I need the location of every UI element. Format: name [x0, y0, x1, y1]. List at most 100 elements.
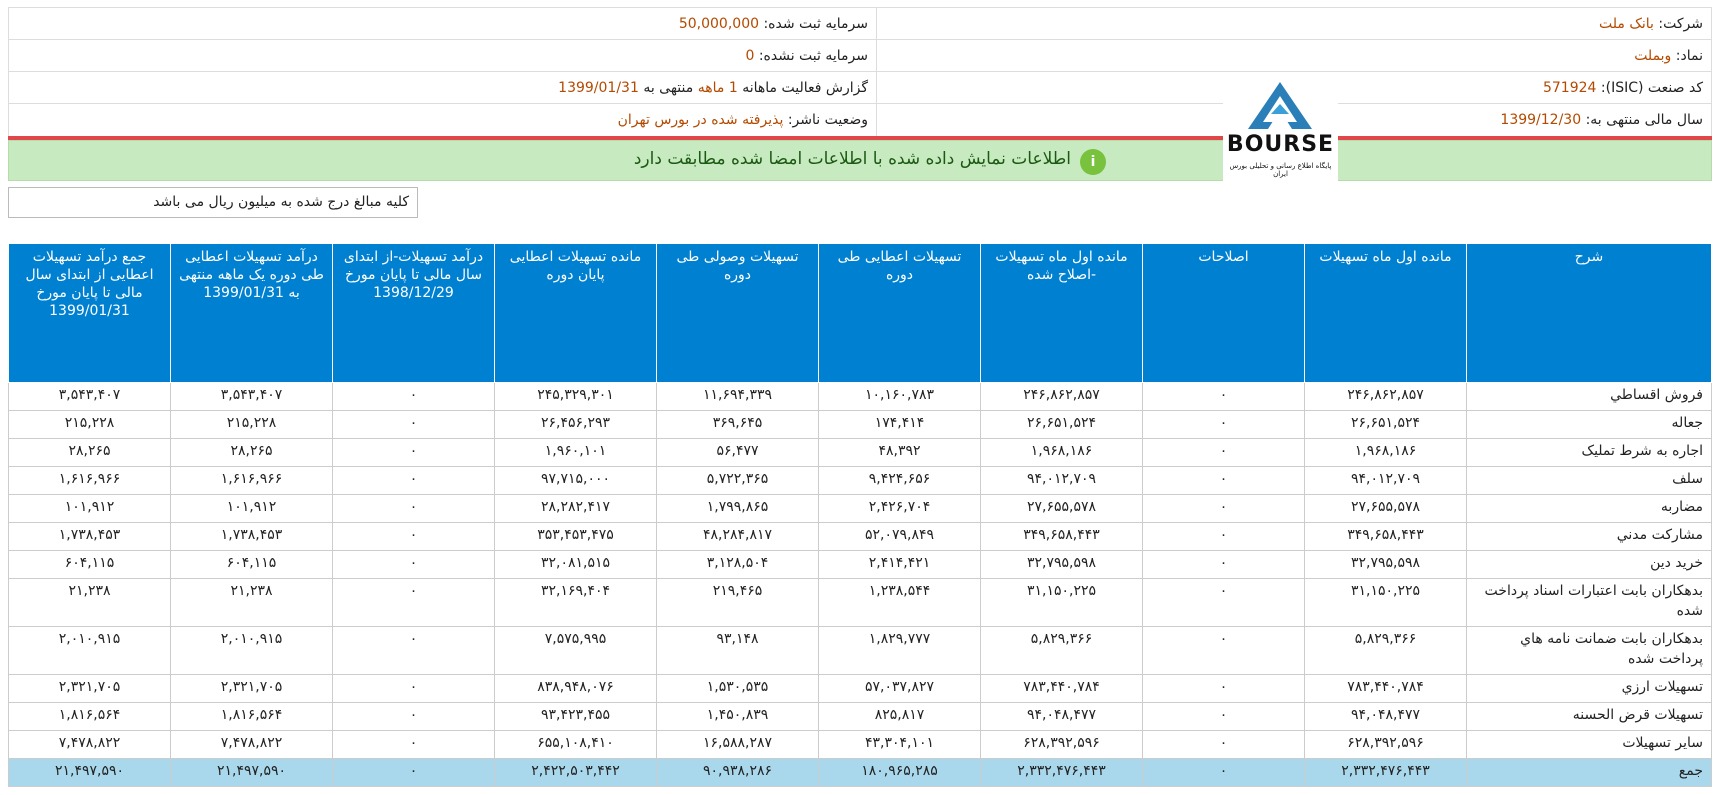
cell: ۶۲۸,۳۹۲,۵۹۶ — [1304, 730, 1467, 759]
cell: ۹۴,۰۴۸,۴۷۷ — [980, 702, 1143, 731]
logo-mark — [1248, 82, 1312, 129]
table-row: سلف ۹۴,۰۱۲,۷۰۹ ۰ ۹۴,۰۱۲,۷۰۹ ۹,۴۲۴,۶۵۶ ۵,۷۲۲,۳… — [8, 466, 1712, 495]
cell: ۹۴,۰۱۲,۷۰۹ — [1304, 466, 1467, 495]
cell: ۹۰,۹۳۸,۲۸۶ — [656, 758, 819, 787]
cell: ۵۷,۰۳۷,۸۲۷ — [818, 674, 981, 703]
cell: ۳۱,۱۵۰,۲۲۵ — [980, 578, 1143, 627]
logo: BOURSE پایگاه اطلاع رسانی و تحلیلی بورس … — [1223, 74, 1338, 181]
cell: ۶۰۴,۱۱۵ — [8, 550, 171, 579]
cell: ۱۶,۵۸۸,۲۸۷ — [656, 730, 819, 759]
cell: ۲,۰۱۰,۹۱۵ — [170, 626, 333, 675]
cell: ۲۶,۶۵۱,۵۲۴ — [1304, 410, 1467, 439]
cell: ۱۰۱,۹۱۲ — [170, 494, 333, 523]
cell: ۲۱۵,۲۲۸ — [170, 410, 333, 439]
label: گزارش فعالیت ماهانه — [742, 80, 868, 96]
cell: ۵۲,۰۷۹,۸۴۹ — [818, 522, 981, 551]
table-row: فروش اقساطي ۲۴۶,۸۶۲,۸۵۷ ۰ ۲۴۶,۸۶۲,۸۵۷ ۱۰,۱۶۰… — [8, 382, 1712, 411]
cell: ۰ — [1142, 758, 1305, 787]
cell: ۴۸,۲۸۴,۸۱۷ — [656, 522, 819, 551]
symbol-row: نماد: وبملت — [876, 40, 1711, 72]
cell: ۱,۹۶۸,۱۸۶ — [1304, 438, 1467, 467]
value: 0 — [745, 48, 755, 64]
cell: ۰ — [332, 410, 495, 439]
cell: ۳۱,۱۵۰,۲۲۵ — [1304, 578, 1467, 627]
cell: ۰ — [1142, 522, 1305, 551]
column-header: شرح — [1466, 243, 1712, 383]
value: بانک ملت — [1599, 16, 1654, 32]
cell: ۵,۸۲۹,۳۶۶ — [1304, 626, 1467, 675]
report-row: گزارش فعالیت ماهانه 1 ماهه منتهی به 1399… — [9, 72, 876, 104]
cell: ۱,۸۲۹,۷۷۷ — [818, 626, 981, 675]
cell: ۳۲,۰۸۱,۵۱۵ — [494, 550, 657, 579]
unreg-row: سرمایه ثبت نشده: 0 — [9, 40, 876, 72]
column-header: تسهیلات وصولی طی دوره — [656, 243, 819, 383]
row-label: فروش اقساطي — [1466, 382, 1712, 411]
cell: ۰ — [1142, 466, 1305, 495]
cell: ۲,۴۲۶,۷۰۴ — [818, 494, 981, 523]
info-bar: i اطلاعات نمایش داده شده با اطلاعات امضا … — [8, 140, 1712, 181]
cell: ۵,۷۲۲,۳۶۵ — [656, 466, 819, 495]
column-header: مانده تسهیلات اعطایی پایان دوره — [494, 243, 657, 383]
cell: ۲۸,۲۶۵ — [170, 438, 333, 467]
column-header: اصلاحات — [1142, 243, 1305, 383]
logo-title: BOURSE — [1226, 132, 1335, 157]
value: پذیرفته شده در بورس تهران — [617, 112, 784, 128]
row-label: بدهکاران بابت اعتبارات اسناد پرداخت شده — [1466, 578, 1712, 627]
cell: ۵,۸۲۹,۳۶۶ — [980, 626, 1143, 675]
table-row: مضاربه ۲۷,۶۵۵,۵۷۸ ۰ ۲۷,۶۵۵,۵۷۸ ۲,۴۲۶,۷۰۴ ۱,۷۹… — [8, 494, 1712, 523]
cell: ۲,۳۳۲,۴۷۶,۴۴۳ — [980, 758, 1143, 787]
cell: ۷۸۳,۴۴۰,۷۸۴ — [1304, 674, 1467, 703]
row-label: اجاره به شرط تمليک — [1466, 438, 1712, 467]
cell: ۰ — [1142, 494, 1305, 523]
cell: ۵۶,۴۷۷ — [656, 438, 819, 467]
row-label: تسهيلات ارزي — [1466, 674, 1712, 703]
cell: ۲۱,۴۹۷,۵۹۰ — [170, 758, 333, 787]
cell: ۹,۴۲۴,۶۵۶ — [818, 466, 981, 495]
cell: ۰ — [332, 730, 495, 759]
table-row: جعاله ۲۶,۶۵۱,۵۲۴ ۰ ۲۶,۶۵۱,۵۲۴ ۱۷۴,۴۱۴ ۳۶۹,۶۴۵… — [8, 410, 1712, 439]
label: شرکت: — [1658, 16, 1703, 32]
cell: ۱,۵۳۰,۵۳۵ — [656, 674, 819, 703]
cell: ۲۱۹,۴۶۵ — [656, 578, 819, 627]
fiscal-row: سال مالی منتهی به: 1399/12/30 — [876, 104, 1711, 136]
value: 571924 — [1542, 80, 1597, 96]
logo-subtitle: پایگاه اطلاع رسانی و تحلیلی بورس ایران — [1229, 162, 1332, 178]
cell: ۰ — [1142, 626, 1305, 675]
value: 50,000,000 — [678, 16, 760, 32]
cell: ۲۱,۲۳۸ — [170, 578, 333, 627]
cell: ۱,۷۹۹,۸۶۵ — [656, 494, 819, 523]
cell: ۲,۳۲۱,۷۰۵ — [170, 674, 333, 703]
label: سال مالی منتهی به: — [1585, 112, 1703, 128]
cell: ۷,۵۷۵,۹۹۵ — [494, 626, 657, 675]
cell: ۹۳,۱۴۸ — [656, 626, 819, 675]
cell: ۳۲,۱۶۹,۴۰۴ — [494, 578, 657, 627]
table-row: ساير تسهيلات ۶۲۸,۳۹۲,۵۹۶ ۰ ۶۲۸,۳۹۲,۵۹۶ ۴۳,۳۰… — [8, 730, 1712, 759]
status-row: وضعیت ناشر: پذیرفته شده در بورس تهران — [9, 104, 876, 136]
table-row: مشارکت مدني ۳۴۹,۶۵۸,۴۴۳ ۰ ۳۴۹,۶۵۸,۴۴۳ ۵۲,۰۷۹… — [8, 522, 1712, 551]
cell: ۰ — [1142, 730, 1305, 759]
cell: ۲۱۵,۲۲۸ — [8, 410, 171, 439]
label: سرمایه ثبت شده: — [763, 16, 868, 32]
cell: ۱,۶۱۶,۹۶۶ — [170, 466, 333, 495]
cell: ۱,۲۳۸,۵۴۴ — [818, 578, 981, 627]
cell: ۲۴۶,۸۶۲,۸۵۷ — [1304, 382, 1467, 411]
cell: ۳۴۹,۶۵۸,۴۴۳ — [980, 522, 1143, 551]
cell: ۲۴۶,۸۶۲,۸۵۷ — [980, 382, 1143, 411]
cell: ۳۵۳,۴۵۳,۴۷۵ — [494, 522, 657, 551]
cell: ۹۴,۰۱۲,۷۰۹ — [980, 466, 1143, 495]
cell: ۳,۱۲۸,۵۰۴ — [656, 550, 819, 579]
label: وضعیت ناشر: — [787, 112, 868, 128]
cell: ۲۱,۴۹۷,۵۹۰ — [8, 758, 171, 787]
cell: ۰ — [332, 550, 495, 579]
cell: ۰ — [1142, 438, 1305, 467]
total-row: جمع ۲,۳۳۲,۴۷۶,۴۴۳ ۰ ۲,۳۳۲,۴۷۶,۴۴۳ ۱۸۰,۹۶۵,۲۸… — [8, 758, 1712, 787]
row-label: تسهيلات قرض الحسنه — [1466, 702, 1712, 731]
table-row: اجاره به شرط تمليک ۱,۹۶۸,۱۸۶ ۰ ۱,۹۶۸,۱۸۶ ۴۸,… — [8, 438, 1712, 467]
value: وبملت — [1634, 48, 1672, 64]
info-text: اطلاعات نمایش داده شده با اطلاعات امضا ش… — [633, 149, 1071, 169]
cell: ۷۸۳,۴۴۰,۷۸۴ — [980, 674, 1143, 703]
cell: ۳۲,۷۹۵,۵۹۸ — [980, 550, 1143, 579]
cell: ۹۷,۷۱۵,۰۰۰ — [494, 466, 657, 495]
cell: ۳,۵۴۳,۴۰۷ — [8, 382, 171, 411]
